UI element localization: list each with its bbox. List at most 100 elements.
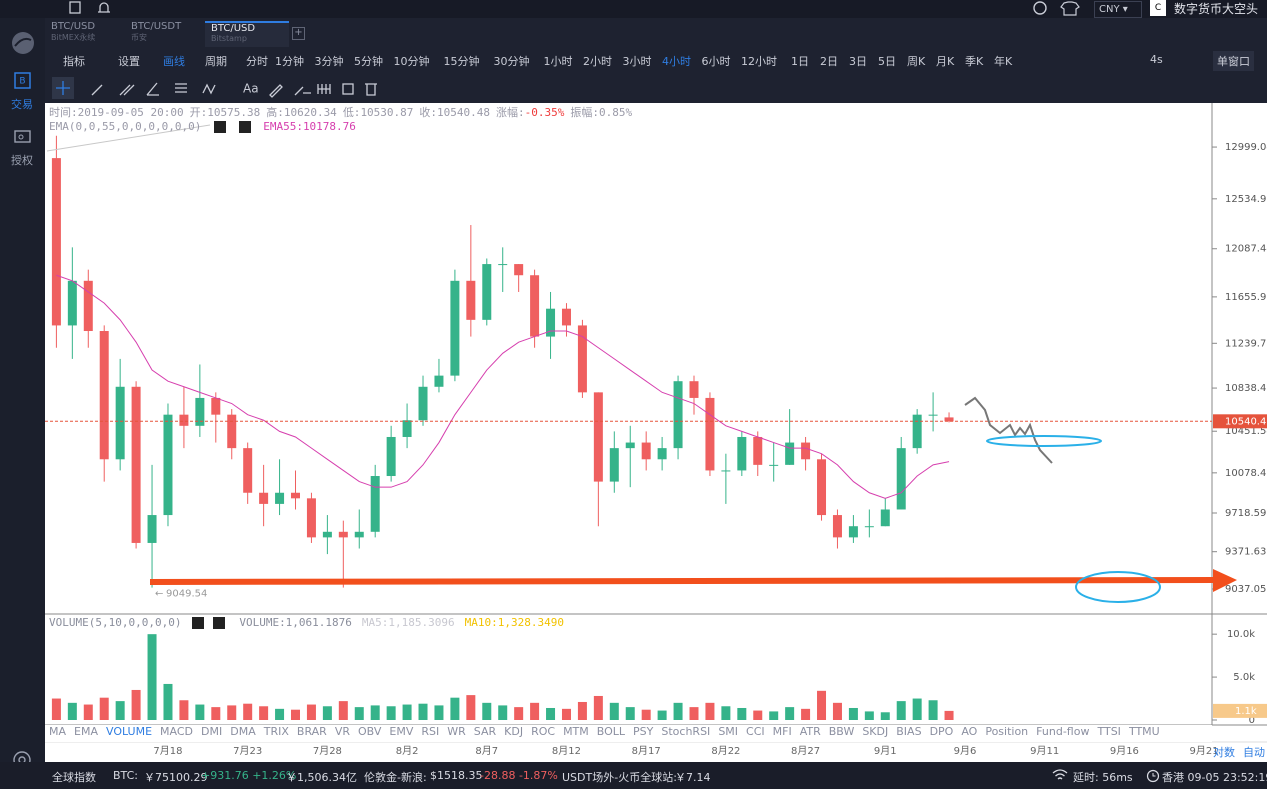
period-button[interactable]: 4小时 [662, 55, 691, 68]
indicator-tab[interactable]: CCI [746, 725, 765, 738]
period-button[interactable]: 10分钟 [393, 55, 430, 68]
period-button[interactable]: 2日 [820, 55, 838, 68]
info-value: 0.85% [599, 106, 633, 119]
clock: 香港 09-05 23:52:19 [1162, 771, 1267, 784]
indicator-tab[interactable]: DMI [201, 725, 223, 738]
tool-button[interactable]: 画线 [163, 55, 185, 68]
symbol-tab[interactable]: BTC/USDT 币安 [125, 21, 209, 45]
indicator-tab[interactable]: TTMU [1128, 725, 1160, 738]
candle-body [51, 158, 61, 326]
indicator-tab[interactable]: MTM [563, 725, 589, 738]
indicator-tab[interactable]: DMA [230, 725, 256, 738]
axis-button[interactable]: 对数 [1213, 745, 1235, 759]
indicator-tab[interactable]: TRIX [263, 725, 289, 738]
indicator-tab[interactable]: SKDJ [862, 725, 889, 738]
tool-button[interactable]: 指标 [63, 55, 85, 68]
indicator-tab[interactable]: AO [961, 725, 978, 738]
period-button[interactable]: 季K [965, 55, 984, 68]
period-button[interactable]: 15分钟 [443, 55, 480, 68]
drawing-tools: Aa [45, 75, 1267, 103]
period-button[interactable]: 12小时 [741, 55, 777, 68]
y-tick-label: 12999.04 [1225, 142, 1267, 153]
symbol-tab[interactable]: BTC/USD BitMEX永续 [45, 21, 129, 45]
close-button[interactable] [238, 121, 251, 133]
indicator-tab[interactable]: VR [334, 725, 350, 738]
period-button[interactable]: 5日 [878, 55, 896, 68]
indicator-tab[interactable]: VOLUME [105, 725, 153, 738]
indicator-tab[interactable]: ATR [799, 725, 821, 738]
status-bar: 全球指数 BTC: ￥75100.29 +931.76 +1.26% ￥1,50… [0, 762, 1267, 789]
indicator-tab[interactable]: ROC [531, 725, 556, 738]
currency-select[interactable]: CNY ▾ [1094, 1, 1142, 18]
indicator-tab[interactable]: TTSI [1097, 725, 1121, 738]
clock-icon [1146, 769, 1160, 783]
indicator-tab[interactable]: MFI [772, 725, 792, 738]
period-button[interactable]: 分时 [246, 55, 268, 68]
period-button[interactable]: 年K [994, 55, 1013, 68]
settings-button[interactable] [213, 121, 226, 133]
indicator-tab[interactable]: SAR [473, 725, 497, 738]
indicator-tab[interactable]: EMV [389, 725, 414, 738]
period-button[interactable]: 1分钟 [275, 55, 304, 68]
period-select[interactable]: 周期 [205, 55, 227, 68]
trade-icon[interactable]: B [13, 72, 33, 90]
indicator-tab[interactable]: BBW [828, 725, 855, 738]
window-select[interactable]: 单窗口 [1213, 51, 1254, 71]
volume-bar [625, 707, 635, 720]
indicator-tab[interactable]: PSY [633, 725, 654, 738]
volume-bar [498, 705, 508, 720]
x-tick-label: 8月22 [711, 745, 740, 757]
status-change: +931.76 +1.26% [201, 769, 297, 782]
indicator-tab[interactable]: OBV [358, 725, 382, 738]
indicator-tab[interactable]: MA [49, 725, 67, 738]
last-price-tag [1213, 414, 1267, 429]
settings-button[interactable] [192, 617, 205, 629]
y-tick-label: 9371.63 [1225, 547, 1266, 558]
avatar[interactable]: C [1150, 0, 1166, 16]
period-button[interactable]: 6小时 [701, 55, 731, 68]
period-button[interactable]: 3分钟 [314, 55, 344, 68]
info-label: 收: [419, 106, 438, 119]
auth-icon[interactable] [13, 128, 33, 146]
add-tab[interactable]: + [292, 27, 305, 40]
period-button[interactable]: 30分钟 [493, 55, 530, 68]
indicator-tab[interactable]: DPO [929, 725, 954, 738]
period-button[interactable]: 2小时 [583, 55, 612, 68]
volume-bar [386, 706, 396, 720]
sidebar-item[interactable]: 授权 [11, 154, 33, 167]
indicator-tab[interactable]: WR [447, 725, 466, 738]
close-button[interactable] [212, 617, 225, 629]
indicator-tab[interactable]: KDJ [504, 725, 524, 738]
x-tick-label: 8月27 [791, 745, 820, 757]
indicator-tab[interactable]: StochRSI [661, 725, 711, 738]
indicator-tab[interactable]: SMI [718, 725, 739, 738]
period-button[interactable]: 1小时 [543, 55, 573, 68]
indicator-tab[interactable]: RSI [421, 725, 440, 738]
indicator-tab[interactable]: BOLL [596, 725, 626, 738]
indicator-tab[interactable]: BRAR [296, 725, 327, 738]
user-name[interactable]: 数字货币大空头 [1174, 2, 1259, 16]
period-button[interactable]: 1日 [791, 55, 809, 68]
indicator-tab[interactable]: BIAS [896, 725, 922, 738]
indicator-tab[interactable]: Position [985, 725, 1029, 738]
period-button[interactable]: 月K [936, 55, 955, 68]
drawing-tool-icons[interactable]: Aa [45, 75, 445, 103]
indicator-tab[interactable]: Fund-flow [1036, 725, 1090, 738]
info-label: 振幅: [570, 106, 600, 119]
axis-button[interactable]: 自动 [1243, 746, 1265, 759]
period-button[interactable]: 3日 [849, 55, 867, 68]
candle-body [99, 331, 109, 460]
symbol-tab[interactable]: BTC/USD Bitstamp [205, 21, 289, 47]
info-label: 低: [342, 106, 361, 119]
status-label[interactable]: 全球指数 [52, 771, 96, 784]
sidebar-item[interactable]: 交易 [11, 98, 33, 111]
top-icons [69, 1, 110, 14]
tool-button[interactable]: 设置 [118, 55, 140, 68]
candle-body [259, 492, 269, 504]
period-button[interactable]: 周K [907, 55, 926, 68]
refresh-interval[interactable]: 4s [1150, 53, 1163, 66]
indicator-tab[interactable]: MACD [160, 725, 194, 738]
period-button[interactable]: 5分钟 [354, 55, 383, 68]
period-button[interactable]: 3小时 [622, 55, 652, 68]
indicator-tab[interactable]: EMA [74, 725, 98, 738]
